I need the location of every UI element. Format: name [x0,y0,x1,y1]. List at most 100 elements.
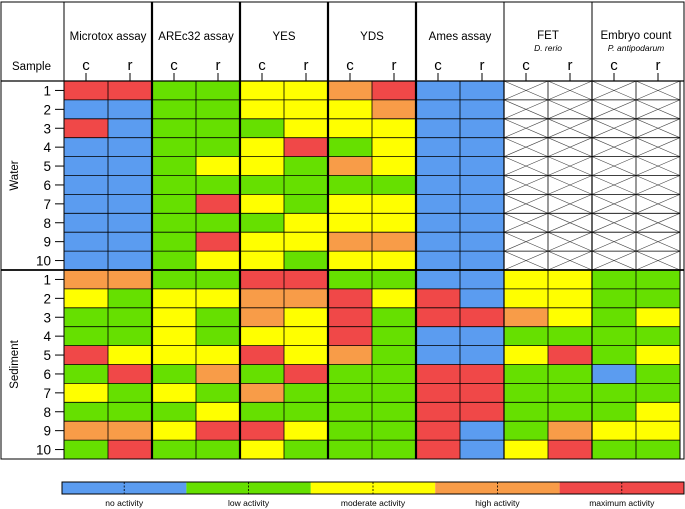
heatmap-cell [108,81,152,100]
heatmap-cell [504,288,548,308]
cell-cross [503,137,549,157]
cell-cross [591,213,637,233]
heatmap-cell [64,307,108,327]
cell-cross [547,175,593,195]
heatmap-cell [64,345,108,365]
cell-cross [591,99,637,120]
heatmap-cell [152,270,196,289]
cell-cross [591,137,637,157]
heatmap-cell [460,270,504,289]
row-label: 6 [43,367,51,382]
heatmap-cell [152,307,196,327]
heatmap-cell [196,137,240,157]
heatmap-cell [196,99,240,119]
heatmap-cell [240,251,284,270]
heatmap-cell [108,99,152,119]
assay-title: YES [272,31,295,43]
row-label: 4 [43,140,51,155]
heatmap-cell [284,175,328,195]
heatmap-cell [416,232,460,252]
row-label: 8 [43,216,51,231]
heatmap-cell [548,307,592,327]
heatmap-cell [460,364,504,384]
heatmap-cell [284,288,328,308]
heatmap-cell [284,307,328,327]
heatmap-cell [196,232,240,252]
legend: no activity low activity moderate activity… [61,481,685,508]
cell-cross [503,118,549,138]
cell-cross [591,231,637,252]
row-label: 6 [43,178,51,193]
heatmap-cell [328,383,372,403]
heatmap-cell [284,118,328,138]
heatmap-cell [64,175,108,195]
heatmap-cell [636,270,680,289]
legend-swatch [559,482,684,494]
heatmap-cell [328,270,372,289]
heatmap-cell [284,156,328,176]
heatmap-cell [416,440,460,459]
heatmap-cell [548,402,592,422]
heatmap-cell [416,383,460,403]
heatmap-cell [152,213,196,233]
heatmap-cell [240,288,284,308]
cell-cross [591,194,637,214]
cell-cross [635,99,681,120]
legend-label: low activity [228,498,270,508]
heatmap-cell [284,232,328,252]
heatmap-cell [152,288,196,308]
heatmap-cell [372,421,416,441]
heatmap-cell [328,118,372,138]
column-label: c [258,57,266,74]
heatmap-cell [108,345,152,365]
row-label: 4 [43,329,51,344]
heatmap-cell [636,288,680,308]
cell-cross [503,231,549,252]
heatmap-cell [240,421,284,441]
cell-cross [547,80,593,101]
heatmap-cell [460,421,504,441]
cell-cross [503,99,549,120]
row-label: 3 [43,310,51,325]
row-label: 2 [43,102,51,117]
heatmap-cell [64,421,108,441]
heatmap-cell [416,81,460,100]
cell-cross [503,213,549,233]
heatmap-cell [240,156,284,176]
cell-cross [503,250,549,271]
column-label: r [304,57,309,74]
cell-cross [547,250,593,271]
heatmap-cell [152,345,196,365]
heatmap-cell [152,232,196,252]
row-label: 10 [36,443,51,458]
cell-cross [547,213,593,233]
heatmap-cell [240,175,284,195]
cell-cross [591,250,637,271]
heatmap-cell [328,288,372,308]
cell-cross [635,175,681,195]
heatmap-cell [64,118,108,138]
heatmap-cell [240,307,284,327]
heatmap-cell [196,175,240,195]
heatmap-cell [284,383,328,403]
heatmap-cell [548,288,592,308]
heatmap-cell [196,326,240,346]
heatmap-cell [416,364,460,384]
row-label: 5 [43,159,51,174]
cell-cross [503,175,549,195]
cell-cross [635,250,681,271]
heatmap-cell [196,364,240,384]
row-label: 8 [43,405,51,420]
heatmap-cell [372,99,416,119]
heatmap-cell [108,270,152,289]
heatmap-cell [284,251,328,270]
assay-title: YDS [360,31,384,43]
heatmap-cell [592,270,636,289]
heatmap-cell [548,364,592,384]
heatmap-cell [108,421,152,441]
heatmap-cell [152,99,196,119]
heatmap-cell [64,383,108,403]
heatmap-cell [548,421,592,441]
heatmap-cell [416,326,460,346]
heatmap-cell [460,194,504,214]
